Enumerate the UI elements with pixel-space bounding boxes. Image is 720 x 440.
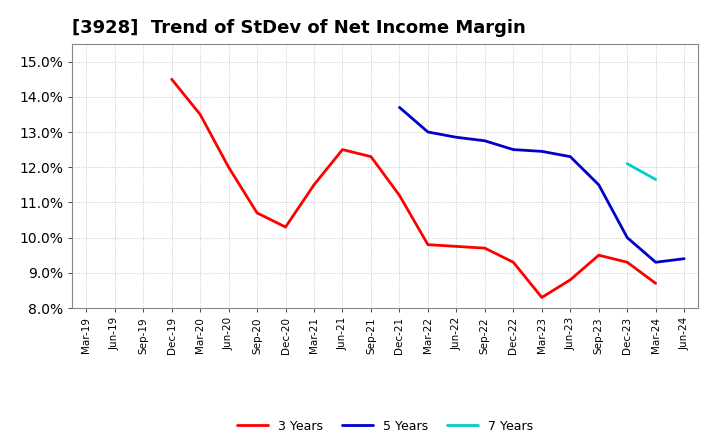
3 Years xyxy=(196,112,204,117)
5 Years xyxy=(452,135,461,140)
3 Years xyxy=(167,77,176,82)
3 Years xyxy=(310,182,318,187)
3 Years xyxy=(537,295,546,300)
7 Years xyxy=(652,177,660,182)
3 Years xyxy=(338,147,347,152)
5 Years xyxy=(652,260,660,265)
5 Years xyxy=(680,256,688,261)
Line: 3 Years: 3 Years xyxy=(171,79,656,297)
Line: 7 Years: 7 Years xyxy=(627,164,656,180)
5 Years xyxy=(566,154,575,159)
5 Years xyxy=(395,105,404,110)
3 Years xyxy=(282,224,290,230)
3 Years xyxy=(480,246,489,251)
3 Years xyxy=(595,253,603,258)
5 Years xyxy=(623,235,631,240)
3 Years xyxy=(509,260,518,265)
5 Years xyxy=(537,149,546,154)
3 Years xyxy=(423,242,432,247)
3 Years xyxy=(623,260,631,265)
3 Years xyxy=(366,154,375,159)
3 Years xyxy=(395,193,404,198)
7 Years xyxy=(623,161,631,166)
5 Years xyxy=(509,147,518,152)
Text: [3928]  Trend of StDev of Net Income Margin: [3928] Trend of StDev of Net Income Marg… xyxy=(72,19,526,37)
3 Years xyxy=(566,277,575,282)
Line: 5 Years: 5 Years xyxy=(400,107,684,262)
3 Years xyxy=(452,244,461,249)
3 Years xyxy=(253,210,261,216)
3 Years xyxy=(225,165,233,170)
5 Years xyxy=(423,129,432,135)
Legend: 3 Years, 5 Years, 7 Years: 3 Years, 5 Years, 7 Years xyxy=(232,414,539,437)
3 Years xyxy=(652,281,660,286)
5 Years xyxy=(480,138,489,143)
5 Years xyxy=(595,182,603,187)
